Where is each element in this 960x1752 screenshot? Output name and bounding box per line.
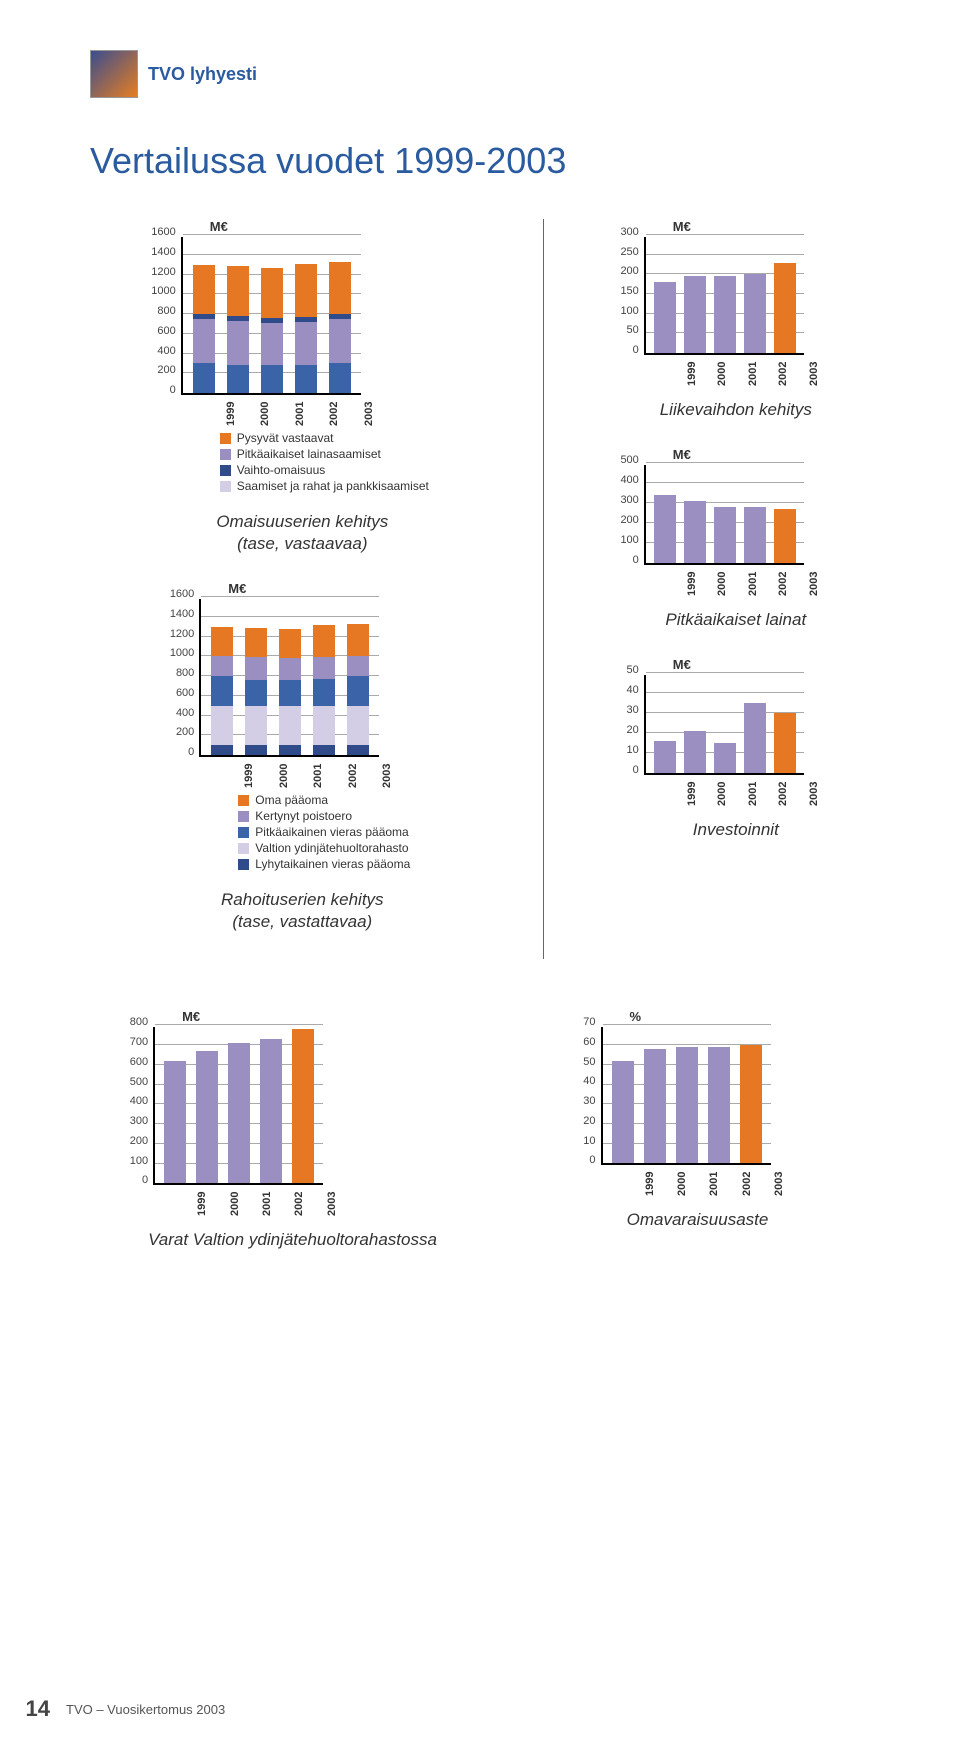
bar (644, 1049, 666, 1163)
logo-image (90, 50, 138, 98)
plot-area (644, 675, 804, 775)
legend-label: Pitkäaikainen vieras pääoma (255, 825, 408, 839)
bar (227, 266, 249, 393)
bar (295, 264, 317, 393)
bar (347, 624, 369, 755)
bar (313, 625, 335, 755)
bar (260, 1039, 282, 1183)
bar (654, 741, 676, 773)
legend-label: Kertynyt poistoero (255, 809, 352, 823)
chart-loans: M€500400300200100019992000200120022003Pi… (572, 447, 900, 631)
bar (612, 1061, 634, 1164)
bar (279, 629, 301, 755)
x-axis: 19992000200120022003 (630, 1169, 800, 1191)
chart-title: Pitkäaikaiset lainat (639, 609, 833, 631)
page-number: 14 (0, 1696, 50, 1722)
bar (774, 509, 796, 563)
legend-label: Lyhytaikainen vieras pääoma (255, 857, 410, 871)
chart-financing: M€16001400120010008006004002000199920002… (90, 581, 515, 933)
chart-unit: M€ (673, 219, 691, 234)
bar (329, 262, 351, 393)
bar (740, 1045, 762, 1163)
legend-label: Pysyvät vastaavat (237, 431, 334, 445)
chart-title: Omavaraisuusaste (596, 1209, 800, 1231)
chart-fund: M€80070060050040030020010001999200020012… (106, 1009, 479, 1251)
legend-label: Valtion ydinjätehuoltorahasto (255, 841, 408, 855)
bar (654, 495, 676, 563)
x-axis: 19992000200120022003 (673, 779, 833, 801)
bar (714, 743, 736, 773)
plot-area (644, 237, 804, 355)
bar (196, 1051, 218, 1183)
chart-title: Omaisuuserien kehitys(tase, vastaavaa) (176, 511, 429, 555)
chart-unit: M€ (673, 657, 691, 672)
chart-unit: M€ (210, 219, 228, 234)
bar (744, 703, 766, 773)
plot-area (601, 1027, 771, 1165)
left-column: M€16001400120010008006004002000199920002… (90, 219, 544, 959)
chart-unit: M€ (182, 1009, 200, 1024)
section-title: TVO lyhyesti (148, 64, 257, 85)
bar (714, 276, 736, 353)
chart-title: Investoinnit (639, 819, 833, 841)
chart-legend: Pysyvät vastaavat Pitkäaikaiset lainasaam… (220, 431, 429, 493)
bar (654, 282, 676, 353)
bar (684, 501, 706, 563)
plot-area (153, 1027, 323, 1185)
bar (261, 268, 283, 393)
page-title: Vertailussa vuodet 1999-2003 (90, 138, 900, 183)
bar (684, 276, 706, 353)
x-axis: 19992000200120022003 (210, 399, 390, 421)
chart-investments: M€5040302010019992000200120022003Investo… (572, 657, 900, 841)
chart-unit: M€ (673, 447, 691, 462)
page-header: TVO lyhyesti (90, 50, 900, 98)
x-axis: 19992000200120022003 (228, 761, 408, 783)
chart-unit: M€ (228, 581, 246, 596)
bar (744, 274, 766, 353)
bar (676, 1047, 698, 1163)
bar (211, 627, 233, 755)
plot-area (181, 237, 361, 395)
x-axis: 19992000200120022003 (673, 359, 833, 381)
chart-assets: M€16001400120010008006004002000199920002… (90, 219, 515, 555)
bar (774, 713, 796, 773)
bar (228, 1043, 250, 1183)
x-axis: 19992000200120022003 (182, 1189, 352, 1211)
page-footer: 14 TVO – Vuosikertomus 2003 (0, 1696, 225, 1722)
chart-title: Varat Valtion ydinjätehuoltorahastossa (148, 1229, 437, 1251)
chart-title: Rahoituserien kehitys(tase, vastattavaa) (194, 889, 410, 933)
plot-area (199, 599, 379, 757)
chart-turnover: M€30025020015010050019992000200120022003… (572, 219, 900, 421)
footer-text: TVO – Vuosikertomus 2003 (66, 1702, 225, 1717)
bar (714, 507, 736, 563)
legend-label: Pitkäaikaiset lainasaamiset (237, 447, 381, 461)
right-column: M€30025020015010050019992000200120022003… (544, 219, 900, 959)
bar (708, 1047, 730, 1163)
chart-legend: Oma pääoma Kertynyt poistoero Pitkäaikaine… (238, 793, 410, 871)
bar (245, 628, 267, 755)
plot-area (644, 465, 804, 565)
chart-equity: %70605040302010019992000200120022003Omav… (511, 1009, 884, 1251)
x-axis: 19992000200120022003 (673, 569, 833, 591)
legend-label: Vaihto-omaisuus (237, 463, 326, 477)
legend-label: Saamiset ja rahat ja pankkisaamiset (237, 479, 429, 493)
bar (684, 731, 706, 773)
bar (292, 1029, 314, 1183)
bar (193, 265, 215, 393)
chart-unit: % (630, 1009, 642, 1024)
chart-title: Liikevaihdon kehitys (639, 399, 833, 421)
bar (774, 263, 796, 353)
bar (744, 507, 766, 563)
legend-label: Oma pääoma (255, 793, 328, 807)
bar (164, 1061, 186, 1183)
